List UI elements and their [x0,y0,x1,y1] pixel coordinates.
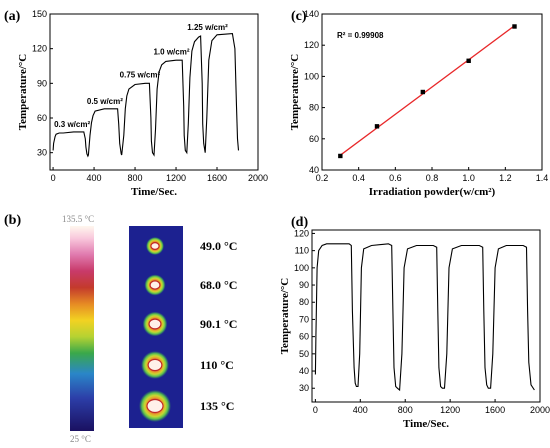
y-axis-label: Temperature/°C [279,278,291,355]
thermal-temp-label: 49.0 °C [200,239,237,253]
x-tick-label: 400 [353,405,368,415]
y-tick-label: 120 [32,44,47,54]
y-tick-label: 100 [304,71,319,81]
x-tick-label: 1600 [207,173,227,183]
thermal-temp-label: 135 °C [200,399,234,413]
y-tick-label: 120 [304,40,319,50]
x-tick-label: 1.0 [462,173,475,183]
panel-label-b: (b) [4,213,21,228]
thermal-temp-label: 68.0 °C [200,278,237,292]
power-annotation: 1.0 w/cm² [153,47,189,56]
y-tick-label: 30 [37,148,47,158]
thermal-spot-core [150,242,160,250]
y-tick-label: 60 [299,332,309,342]
x-tick-label: 2000 [530,405,550,415]
y-tick-label: 60 [37,113,47,123]
x-tick-label: 800 [398,405,413,415]
y-tick-label: 90 [37,78,47,88]
data-point [512,24,517,29]
series-line [52,33,240,158]
series-line [314,243,535,392]
colorbar [70,226,94,431]
y-tick-label: 140 [304,9,319,19]
y-tick-label: 40 [309,165,319,175]
colorbar-max-label: 135.5 °C [62,214,94,224]
thermal-panel: 135.5 °C 25 °C 49.0 °C 68.0 °C 90.1 °C 110 … [62,214,237,444]
x-axis-label: Time/Sec. [131,186,177,198]
thermal-spots [139,237,171,422]
thermal-labels: 49.0 °C 68.0 °C 90.1 °C 110 °C 135 °C [200,239,237,413]
data-point [420,89,426,95]
y-tick-label: 60 [309,134,319,144]
data-point [338,153,343,159]
y-tick-label: 150 [32,9,47,19]
panel-label-c: (c) [291,9,307,24]
r-squared-annotation: R² = 0.99908 [337,31,384,40]
thermal-spot-core [148,318,162,330]
power-annotation: 0.75 w/cm² [120,71,161,80]
x-tick-label: 2000 [248,173,268,183]
data-point [466,58,471,63]
power-annotation: 0.3 w/cm² [54,120,90,129]
y-tick-label: 70 [299,314,309,324]
power-annotation: 0.5 w/cm² [87,97,123,106]
x-tick-label: 1.4 [536,173,549,183]
y-axis-label: Temperature/°C [17,54,29,131]
y-tick-label: 80 [309,103,319,113]
thermal-spot-core [149,280,161,290]
y-tick-label: 100 [294,263,309,273]
power-annotation: 1.25 w/cm² [187,23,228,32]
x-tick-label: 800 [128,173,143,183]
x-tick-label: 0.2 [316,173,329,183]
y-tick-label: 120 [294,228,309,238]
x-tick-label: 0.8 [426,173,439,183]
thermal-spot-core [147,358,163,372]
x-tick-label: 0 [313,405,318,415]
y-tick-label: 30 [299,383,309,393]
y-tick-label: 80 [299,297,309,307]
plot-frame [49,13,259,171]
panel-label-d: (d) [291,215,308,230]
x-tick-label: 0 [51,173,56,183]
y-tick-label: 50 [299,349,309,359]
fit-line [339,25,515,156]
x-tick-label: 1.2 [499,173,512,183]
x-tick-label: 1600 [485,405,505,415]
y-tick-label: 90 [299,280,309,290]
panel-label-a: (a) [4,9,21,24]
y-axis-label: Temperature/°C [289,54,301,131]
y-tick-label: 40 [299,366,309,376]
x-tick-label: 0.6 [389,173,402,183]
plot-frame [311,229,541,403]
chart-a-temperature-vs-time: 0 400 800 1200 1600 2000 30 60 90 120 150 Time/Sec.… [17,9,268,198]
data-point [374,124,380,129]
chart-c-temperature-vs-power: 0.2 0.4 0.6 0.8 1.0 1.2 1.4 40 60 80 100 120 140 Irra… [289,9,548,198]
x-tick-label: 400 [87,173,102,183]
thermal-temp-label: 90.1 °C [200,317,237,331]
x-tick-label: 0.4 [352,173,365,183]
x-axis-label: Irradiation powder(w/cm²) [369,186,496,198]
chart-d-cycling: 0 400 800 1200 1600 2000 30 40 50 60 70 80 90 100 110 1… [279,228,550,430]
y-tick-label: 110 [295,246,309,256]
thermal-spot-core [146,398,164,414]
x-tick-label: 1200 [166,173,186,183]
x-axis-label: Time/Sec. [403,418,449,430]
x-tick-label: 1200 [440,405,460,415]
colorbar-min-label: 25 °C [70,434,91,444]
thermal-temp-label: 110 °C [200,358,234,372]
